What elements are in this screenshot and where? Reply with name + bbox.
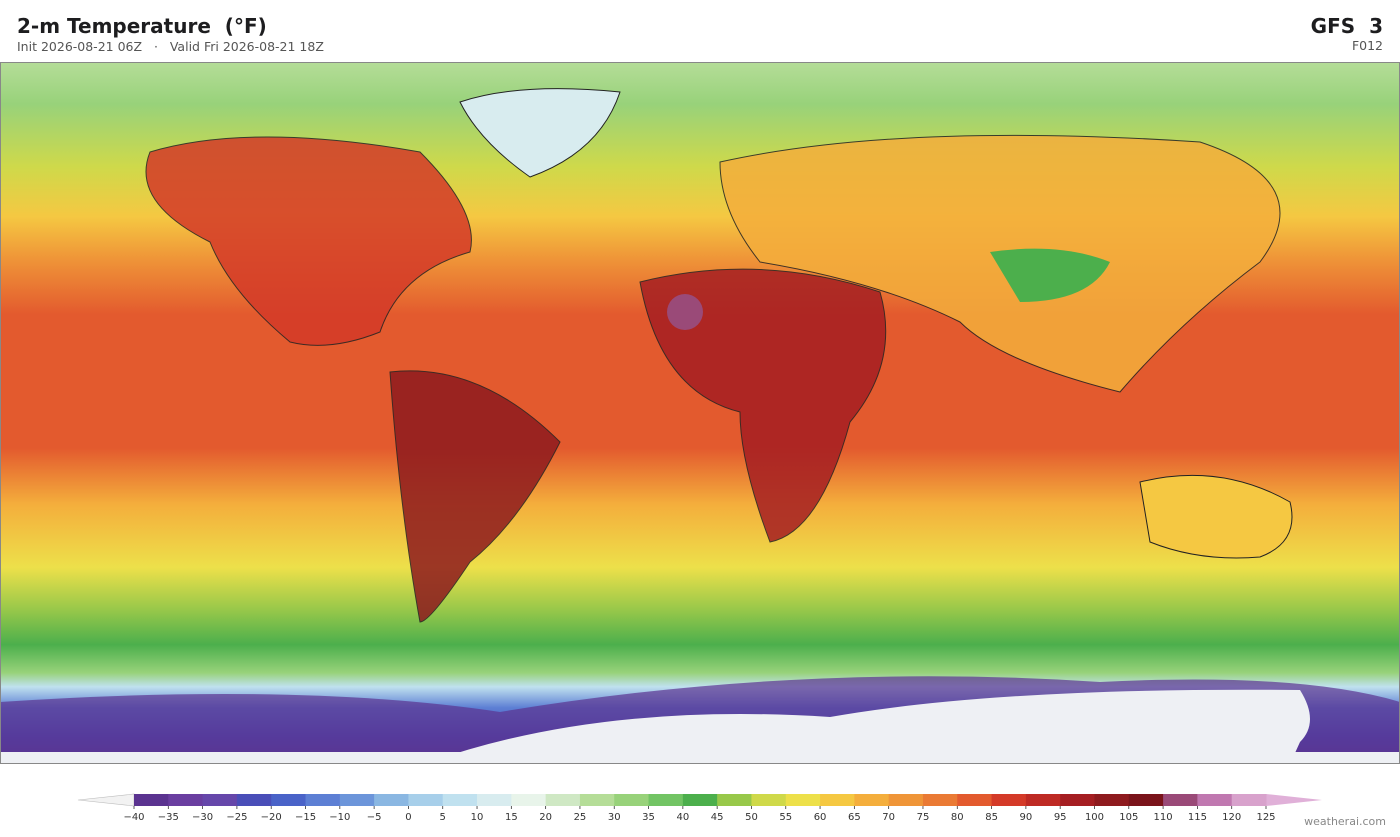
colorbar-tick-label: 35	[642, 812, 655, 823]
colorbar-segment	[820, 794, 855, 806]
colorbar-segment	[271, 794, 307, 806]
colorbar-segment	[408, 794, 444, 806]
colorbar-segment	[888, 794, 924, 806]
tibet-cool	[990, 248, 1110, 302]
forecast-hour: F012	[1351, 38, 1383, 53]
south-america	[389, 370, 561, 623]
colorbar-tick-label: 70	[882, 812, 895, 823]
antarctica-edge	[0, 752, 1400, 764]
temperature-map	[0, 62, 1400, 764]
colorbar-segment	[1163, 794, 1198, 806]
colorbar-tick-label: 100	[1085, 812, 1104, 823]
greenland	[459, 88, 621, 178]
colorbar-segment	[511, 794, 547, 806]
colorbar-tick-label: −10	[329, 812, 350, 823]
colorbar-tick-label: 105	[1119, 812, 1138, 823]
colorbar-segment	[168, 794, 204, 806]
model-name: GFS 3	[1310, 14, 1383, 38]
colorbar-tick-label: 20	[539, 812, 552, 823]
colorbar-segment	[1128, 794, 1164, 806]
colorbar-segment	[614, 794, 650, 806]
colorbar-segment	[236, 794, 272, 806]
colorbar-segment	[134, 794, 169, 806]
colorbar-tick-label: 120	[1222, 812, 1241, 823]
colorbar: −40 −35 −30 −25 −20 −15 −10 −5 0 5 10 15 20 25 30 35 40 4…	[77, 793, 1322, 823]
colorbar-tick-label: 15	[505, 812, 518, 823]
colorbar-tick-label: 115	[1188, 812, 1207, 823]
antarctica	[430, 689, 1310, 764]
colorbar-segment	[991, 794, 1027, 806]
colorbar-tick-label: 85	[985, 812, 998, 823]
colorbar-tick-label: 65	[848, 812, 861, 823]
colorbar-tick-label: 110	[1154, 812, 1173, 823]
colorbar-segment	[957, 794, 993, 806]
colorbar-segment	[785, 794, 821, 806]
colorbar-segment	[545, 794, 581, 806]
colorbar-over-arrow	[1266, 794, 1322, 806]
colorbar-tick-label: −30	[192, 812, 213, 823]
colorbar-segment	[202, 794, 238, 806]
colorbar-tick-label: 5	[440, 812, 446, 823]
australia	[1139, 474, 1293, 559]
watermark: weatherai.com	[1304, 815, 1386, 828]
colorbar-tick-label: −25	[226, 812, 247, 823]
colorbar-segment	[339, 794, 375, 806]
colorbar-tick-label: 40	[676, 812, 689, 823]
colorbar-tick-label: 10	[471, 812, 484, 823]
colorbar-segment	[305, 794, 341, 806]
colorbar-tick-label: −40	[123, 812, 144, 823]
colorbar-tick-label: −5	[367, 812, 382, 823]
colorbar-tick-label: 0	[405, 812, 411, 823]
colorbar-tick-label: 75	[917, 812, 930, 823]
colorbar-segment	[374, 794, 409, 806]
colorbar-tick-label: 90	[1020, 812, 1033, 823]
colorbar-tick-label: 80	[951, 812, 964, 823]
colorbar-tick-label: 55	[779, 812, 792, 823]
map-subtitle: Init 2026-08-21 06Z · Valid Fri 2026-08-…	[17, 39, 324, 54]
africa	[639, 268, 887, 543]
colorbar-tick-label: 45	[711, 812, 724, 823]
colorbar-tick-label: −15	[295, 812, 316, 823]
colorbar-segment	[922, 794, 958, 806]
colorbar-segment	[579, 794, 615, 806]
colorbar-tick-label: 125	[1256, 812, 1275, 823]
colorbar-tick-label: 95	[1054, 812, 1067, 823]
colorbar-segment	[1231, 794, 1267, 806]
colorbar-segment	[442, 794, 478, 806]
colorbar-segment	[854, 794, 890, 806]
colorbar-segment	[1094, 794, 1130, 806]
colorbar-tick-label: −20	[261, 812, 282, 823]
sahara-hot-spot	[667, 294, 703, 330]
colorbar-segment	[717, 794, 752, 806]
colorbar-segment	[1197, 794, 1233, 806]
map-title: 2-m Temperature (°F)	[17, 14, 267, 38]
colorbar-segment	[477, 794, 512, 806]
colorbar-tick-label: 30	[608, 812, 621, 823]
colorbar-tick-label: −35	[158, 812, 179, 823]
colorbar-segment	[1060, 794, 1095, 806]
north-america	[145, 136, 472, 346]
colorbar-segment	[1025, 794, 1061, 806]
colorbar-segment	[751, 794, 787, 806]
colorbar-under-arrow	[77, 793, 135, 807]
colorbar-tick-label: 50	[745, 812, 758, 823]
colorbar-segment	[648, 794, 684, 806]
colorbar-segment	[682, 794, 718, 806]
colorbar-tick-label: 25	[574, 812, 587, 823]
colorbar-tick-label: 60	[814, 812, 827, 823]
